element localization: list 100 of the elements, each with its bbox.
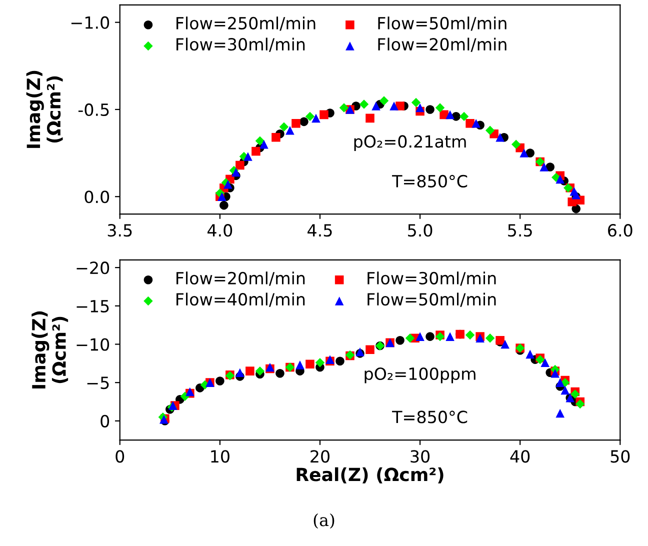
text: (a) (314, 513, 334, 529)
point (511, 140, 521, 149)
point (416, 103, 424, 112)
x-tick-label: 4.0 (207, 224, 232, 237)
point (526, 350, 534, 359)
point (560, 386, 570, 395)
y-tick-label: −1.0 (71, 16, 110, 29)
point (300, 117, 308, 126)
point (485, 333, 495, 343)
point (426, 105, 434, 114)
x-tick-label: 40 (510, 450, 530, 463)
point (411, 98, 421, 108)
point (446, 110, 454, 120)
point (416, 332, 424, 341)
point (359, 100, 369, 109)
point (366, 114, 374, 123)
point (556, 174, 564, 184)
point (570, 389, 580, 399)
point (244, 152, 252, 161)
y-axis-title: Imag(Z) (Ωcm²) (26, 70, 63, 148)
point (232, 168, 240, 177)
point (426, 332, 434, 341)
point (446, 332, 454, 341)
y-tick-label: 0 (100, 414, 110, 428)
point (540, 358, 550, 368)
y-tick-label: −20 (76, 262, 110, 274)
point (236, 368, 244, 377)
point (305, 112, 315, 122)
point (379, 96, 389, 106)
point (572, 204, 581, 214)
legend-label: Flow=50ml/min (368, 292, 496, 307)
point (260, 140, 268, 149)
point (255, 136, 265, 146)
point (496, 132, 504, 142)
point (390, 102, 398, 110)
point (550, 368, 560, 378)
point (459, 112, 469, 122)
point (435, 103, 445, 112)
annotation: pO₂=0.21atm (354, 135, 466, 151)
x-tick-label: 4.5 (308, 224, 332, 237)
x-tick-label: 10 (211, 450, 230, 463)
legend-label: Flow=250ml/min (176, 16, 316, 31)
point (286, 126, 294, 135)
point (276, 368, 284, 378)
point (396, 336, 404, 345)
point (339, 103, 349, 112)
point (292, 119, 300, 128)
y-tick-label: −15 (76, 300, 109, 312)
legend-label: Flow=20ml/min (176, 272, 305, 286)
point (540, 162, 548, 172)
x-tick-label: 0 (116, 450, 124, 463)
legend-label: Flow=30ml/min (368, 272, 496, 286)
y-tick-label: −10 (76, 338, 110, 351)
point (546, 162, 554, 172)
x-tick-label: 30 (410, 450, 430, 463)
point (306, 360, 314, 369)
x-tick-label: 6.0 (608, 224, 632, 237)
y-tick-label: -0.5 (78, 103, 109, 116)
point (485, 126, 495, 135)
point (236, 160, 244, 170)
annotation: T=850°C (392, 410, 468, 424)
point (272, 132, 280, 142)
point (372, 102, 380, 110)
legend-label: Flow=20ml/min (378, 38, 506, 52)
point (366, 345, 374, 354)
y-tick-label: 0.0 (84, 190, 110, 204)
point (336, 356, 344, 366)
point (320, 110, 328, 120)
legend-label: Flow=40ml/min (176, 292, 305, 307)
point (296, 360, 304, 370)
point (220, 200, 228, 210)
x-tick-label: 5.0 (408, 224, 432, 237)
point (279, 122, 289, 132)
y-tick-label: −5 (87, 376, 109, 390)
point (556, 378, 564, 387)
annotation: pO₂=100ppm (364, 367, 476, 384)
point (472, 119, 480, 128)
point (526, 148, 534, 158)
x-tick-label: 20 (310, 450, 330, 463)
point (556, 408, 564, 418)
point (252, 146, 260, 156)
point (216, 376, 224, 386)
x-axis-title: Real(Z) (Ωcm²) (296, 467, 444, 484)
y-axis-title: Imag(Z) (Ωcm²) (32, 311, 68, 388)
x-tick-label: 5.5 (508, 224, 532, 237)
legend-label: Flow=30ml/min (176, 38, 305, 52)
point (465, 330, 475, 340)
annotation: T=850°C (392, 174, 468, 188)
point (224, 180, 232, 189)
point (315, 358, 325, 368)
point (312, 114, 320, 123)
point (405, 333, 415, 343)
point (500, 340, 510, 349)
point (520, 148, 528, 158)
legend-label: Flow=50ml/min (378, 16, 506, 31)
point (255, 366, 265, 376)
x-tick-label: 50 (610, 450, 630, 463)
point (246, 366, 254, 376)
x-tick-label: 3.5 (108, 224, 132, 237)
point (576, 399, 585, 409)
